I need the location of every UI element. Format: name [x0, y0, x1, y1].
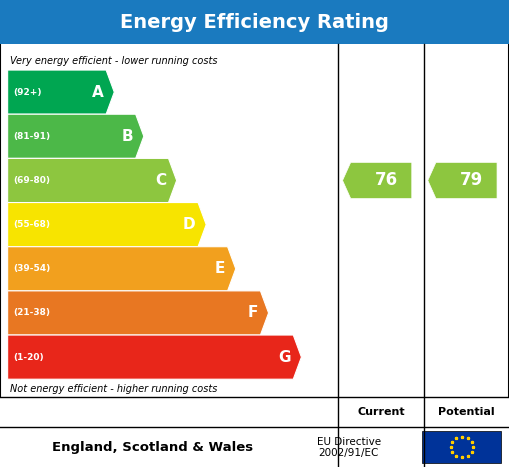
Polygon shape	[428, 163, 497, 198]
Text: 2002/91/EC: 2002/91/EC	[319, 448, 379, 458]
Text: (92+): (92+)	[14, 88, 42, 97]
Polygon shape	[8, 158, 177, 203]
Polygon shape	[343, 163, 412, 198]
Bar	[0, 397, 509, 427]
Polygon shape	[8, 291, 269, 335]
Text: F: F	[247, 305, 258, 320]
Text: (55-68): (55-68)	[14, 220, 51, 229]
Text: 76: 76	[375, 171, 398, 190]
Text: A: A	[92, 85, 104, 99]
Text: Very energy efficient - lower running costs: Very energy efficient - lower running co…	[10, 56, 218, 66]
Polygon shape	[8, 70, 114, 114]
Text: (1-20): (1-20)	[14, 353, 44, 361]
Text: Not energy efficient - higher running costs: Not energy efficient - higher running co…	[10, 383, 217, 394]
Polygon shape	[8, 335, 301, 379]
Text: D: D	[183, 217, 195, 232]
Text: Current: Current	[357, 407, 405, 417]
Polygon shape	[8, 203, 206, 247]
Text: B: B	[122, 129, 133, 144]
Text: (81-91): (81-91)	[14, 132, 51, 141]
Bar	[0, 427, 509, 467]
Bar	[422, 431, 501, 463]
Bar	[0, 0, 509, 44]
Text: C: C	[155, 173, 166, 188]
Text: Energy Efficiency Rating: Energy Efficiency Rating	[120, 13, 389, 32]
Text: G: G	[278, 350, 291, 365]
Polygon shape	[8, 247, 236, 291]
Text: EU Directive: EU Directive	[317, 437, 381, 446]
Text: (39-54): (39-54)	[14, 264, 51, 273]
Text: 79: 79	[460, 171, 483, 190]
Text: E: E	[215, 262, 225, 276]
Text: (69-80): (69-80)	[14, 176, 51, 185]
Text: (21-38): (21-38)	[14, 309, 51, 318]
Text: England, Scotland & Wales: England, Scotland & Wales	[52, 441, 253, 453]
Polygon shape	[8, 114, 144, 158]
Text: Potential: Potential	[438, 407, 495, 417]
